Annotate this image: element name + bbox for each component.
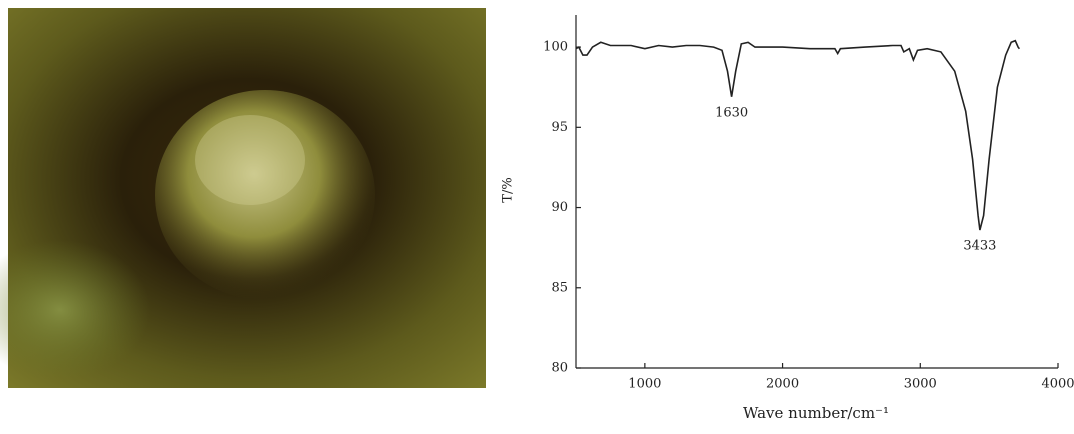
y-tick-label: 80 (551, 361, 568, 376)
y-tick-label: 95 (551, 120, 568, 135)
x-tick-label: 3000 (904, 377, 937, 392)
crystal-highlight (195, 115, 305, 205)
x-tick-label: 2000 (766, 377, 799, 392)
y-tick-label: 90 (551, 200, 568, 215)
spectrum-line (575, 39, 1021, 231)
y-tick-label: 85 (551, 280, 568, 295)
peak-label: 3433 (963, 239, 996, 254)
photo-glow (0, 240, 150, 380)
peak-label: 1630 (715, 105, 748, 120)
crystal (155, 90, 375, 300)
x-tick-label: 4000 (1041, 377, 1074, 392)
spectrum-chart: T/% Wave number/cm⁻¹ 80 85 90 95 100 1000 2000… (501, 15, 1074, 422)
y-axis-label: T/% (501, 177, 516, 202)
x-tick-label: 1000 (628, 377, 661, 392)
y-tick-label: 100 (543, 40, 568, 55)
x-axis-label: Wave number/cm⁻¹ (743, 404, 889, 422)
micrograph (0, 8, 486, 388)
